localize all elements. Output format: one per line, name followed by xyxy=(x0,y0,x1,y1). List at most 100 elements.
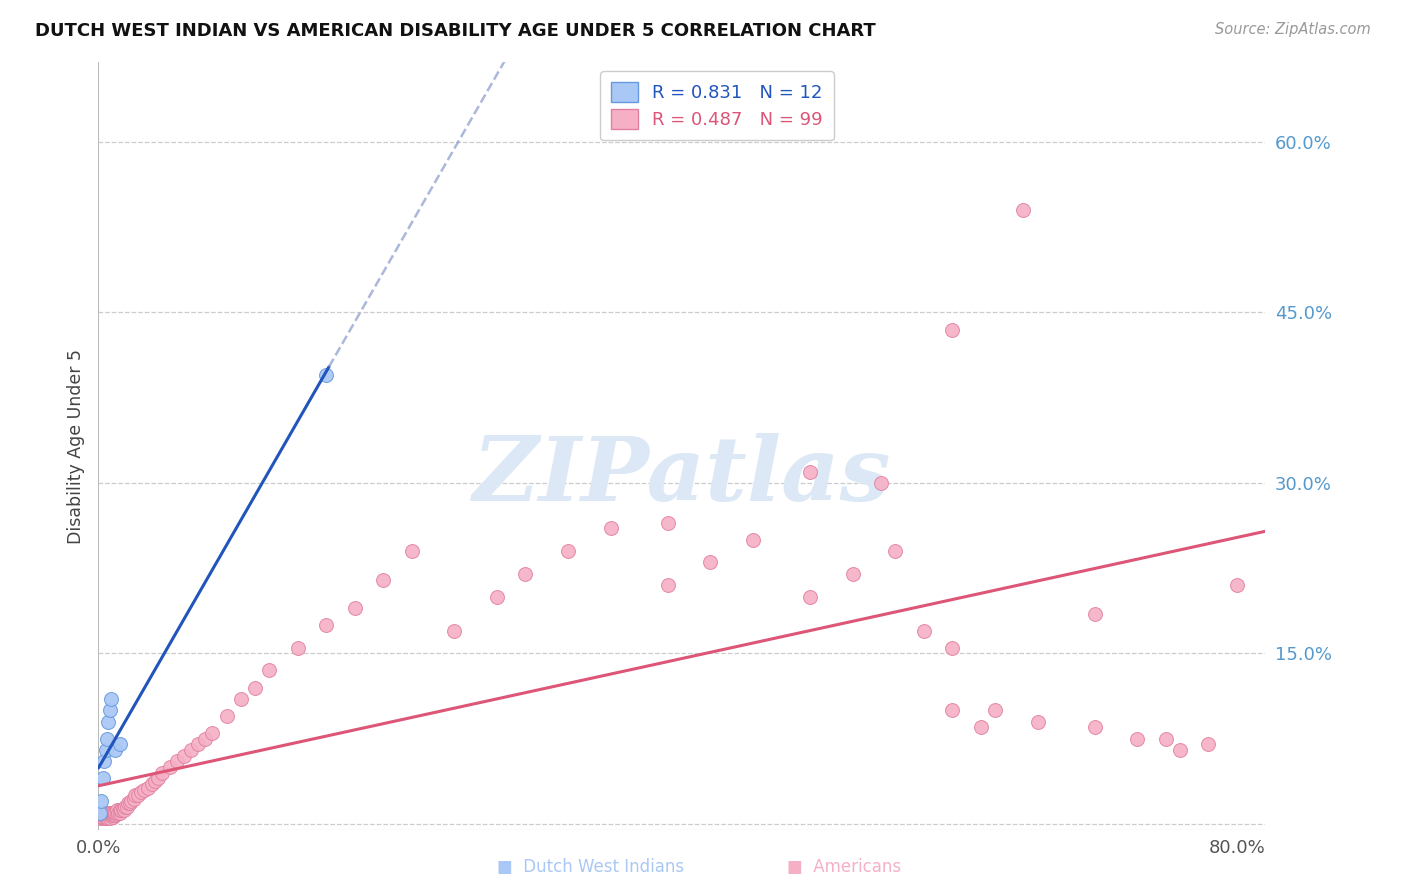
Text: ■  Americans: ■ Americans xyxy=(786,858,901,876)
Point xyxy=(105,806,128,821)
Point xyxy=(127,789,149,803)
Point xyxy=(870,475,893,490)
Point xyxy=(229,691,252,706)
Point xyxy=(90,810,112,824)
Point xyxy=(173,748,195,763)
Point xyxy=(94,811,117,825)
Point xyxy=(941,322,963,336)
Point xyxy=(120,794,142,808)
Point xyxy=(215,709,238,723)
Point xyxy=(97,811,120,825)
Point xyxy=(94,807,117,822)
Point xyxy=(371,573,394,587)
Point xyxy=(108,805,131,820)
Point xyxy=(108,803,131,817)
Point xyxy=(118,797,141,811)
Point xyxy=(599,521,621,535)
Point xyxy=(287,640,309,655)
Point xyxy=(984,703,1007,717)
Point xyxy=(96,807,118,822)
Point xyxy=(101,810,124,824)
Point xyxy=(243,681,266,695)
Point xyxy=(117,797,139,811)
Point xyxy=(101,807,124,822)
Point xyxy=(143,773,166,788)
Point xyxy=(1168,743,1191,757)
Point xyxy=(187,737,209,751)
Point xyxy=(315,368,337,382)
Point xyxy=(941,703,963,717)
Point xyxy=(93,755,115,769)
Text: DUTCH WEST INDIAN VS AMERICAN DISABILITY AGE UNDER 5 CORRELATION CHART: DUTCH WEST INDIAN VS AMERICAN DISABILITY… xyxy=(35,22,876,40)
Point xyxy=(96,811,118,825)
Point xyxy=(129,785,152,799)
Point xyxy=(1126,731,1149,746)
Point xyxy=(89,811,111,825)
Point xyxy=(100,807,122,822)
Point xyxy=(103,807,125,822)
Point xyxy=(98,811,121,825)
Point xyxy=(1198,737,1220,751)
Point xyxy=(657,578,679,592)
Point xyxy=(515,566,537,581)
Point xyxy=(485,590,508,604)
Point xyxy=(841,566,863,581)
Point xyxy=(132,782,155,797)
Point xyxy=(1084,720,1107,734)
Point xyxy=(90,794,112,808)
Point xyxy=(105,803,128,817)
Point xyxy=(91,772,114,786)
Point xyxy=(89,805,111,820)
Point xyxy=(194,731,217,746)
Point xyxy=(122,792,145,806)
Point xyxy=(103,805,125,820)
Point xyxy=(93,805,115,820)
Point xyxy=(799,465,821,479)
Point xyxy=(1154,731,1177,746)
Point xyxy=(97,714,120,729)
Point xyxy=(93,807,115,822)
Point xyxy=(152,765,174,780)
Point xyxy=(1026,714,1049,729)
Point xyxy=(114,800,136,814)
Point xyxy=(1012,203,1035,218)
Point xyxy=(100,805,122,820)
Point xyxy=(1084,607,1107,621)
Point xyxy=(98,703,121,717)
Y-axis label: Disability Age Under 5: Disability Age Under 5 xyxy=(66,349,84,543)
Point xyxy=(742,533,765,547)
Point xyxy=(159,760,181,774)
Point xyxy=(111,802,134,816)
Point xyxy=(401,544,423,558)
Text: ■  Dutch West Indians: ■ Dutch West Indians xyxy=(496,858,685,876)
Text: ZIPatlas: ZIPatlas xyxy=(474,434,890,520)
Point xyxy=(799,590,821,604)
Point xyxy=(98,805,121,820)
Point xyxy=(201,726,224,740)
Point xyxy=(315,618,337,632)
Point xyxy=(115,800,138,814)
Text: Source: ZipAtlas.com: Source: ZipAtlas.com xyxy=(1215,22,1371,37)
Point xyxy=(108,737,131,751)
Point xyxy=(141,777,163,791)
Point xyxy=(97,805,120,820)
Point xyxy=(443,624,465,638)
Point xyxy=(112,803,135,817)
Point xyxy=(104,807,127,822)
Point xyxy=(657,516,679,530)
Point xyxy=(96,805,118,820)
Point xyxy=(343,601,366,615)
Point xyxy=(94,743,117,757)
Point xyxy=(180,743,202,757)
Point xyxy=(90,806,112,821)
Point xyxy=(136,780,159,795)
Point xyxy=(107,805,129,820)
Point xyxy=(89,807,111,822)
Legend: R = 0.831   N = 12, R = 0.487   N = 99: R = 0.831 N = 12, R = 0.487 N = 99 xyxy=(600,71,834,140)
Point xyxy=(91,809,114,823)
Point xyxy=(101,805,124,820)
Point xyxy=(970,720,993,734)
Point xyxy=(124,789,146,803)
Point xyxy=(98,807,121,822)
Point xyxy=(97,807,120,822)
